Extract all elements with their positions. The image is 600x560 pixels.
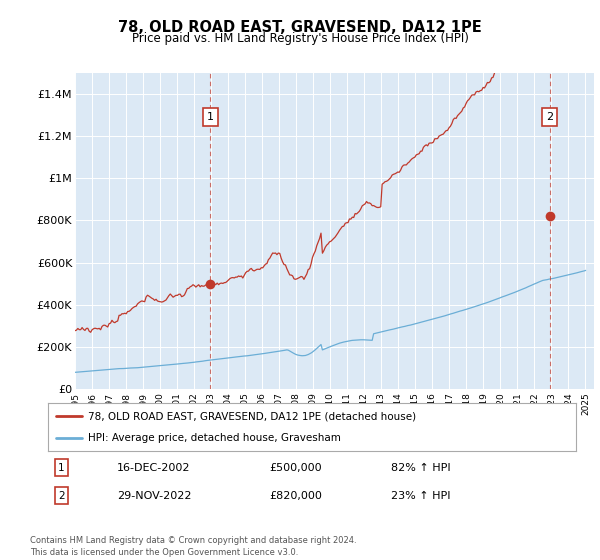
- Text: £500,000: £500,000: [270, 463, 322, 473]
- Text: 29-NOV-2022: 29-NOV-2022: [116, 491, 191, 501]
- Text: 82% ↑ HPI: 82% ↑ HPI: [391, 463, 451, 473]
- Text: 2: 2: [547, 112, 553, 122]
- Text: 2: 2: [58, 491, 65, 501]
- Text: Contains HM Land Registry data © Crown copyright and database right 2024.
This d: Contains HM Land Registry data © Crown c…: [30, 536, 356, 557]
- Text: 23% ↑ HPI: 23% ↑ HPI: [391, 491, 451, 501]
- Text: 1: 1: [207, 112, 214, 122]
- Text: Price paid vs. HM Land Registry's House Price Index (HPI): Price paid vs. HM Land Registry's House …: [131, 32, 469, 45]
- Text: 1: 1: [58, 463, 65, 473]
- Text: £820,000: £820,000: [270, 491, 323, 501]
- Text: 16-DEC-2002: 16-DEC-2002: [116, 463, 190, 473]
- Text: 78, OLD ROAD EAST, GRAVESEND, DA12 1PE: 78, OLD ROAD EAST, GRAVESEND, DA12 1PE: [118, 20, 482, 35]
- Text: HPI: Average price, detached house, Gravesham: HPI: Average price, detached house, Grav…: [88, 433, 340, 443]
- Text: 78, OLD ROAD EAST, GRAVESEND, DA12 1PE (detached house): 78, OLD ROAD EAST, GRAVESEND, DA12 1PE (…: [88, 411, 416, 421]
